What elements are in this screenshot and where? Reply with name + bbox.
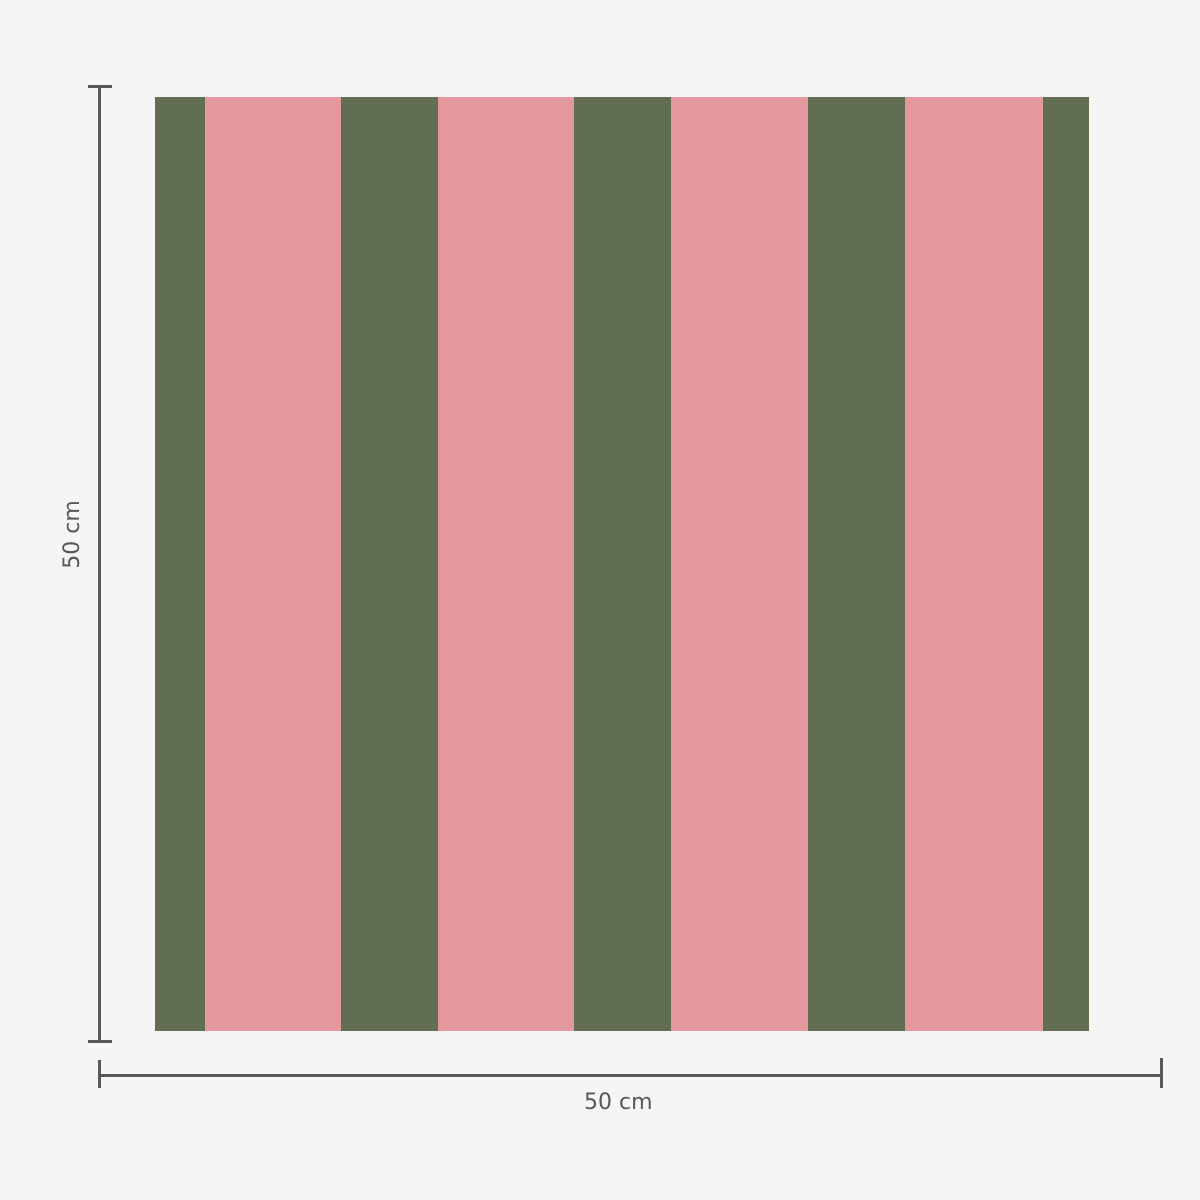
- width-dimension-tick-right: [1160, 1058, 1163, 1088]
- pink-stripe: [671, 97, 808, 1031]
- width-dimension-tick-left: [98, 1060, 101, 1088]
- height-dimension-tick-top: [88, 85, 112, 88]
- pink-stripe: [905, 97, 1043, 1031]
- green-stripe: [808, 97, 905, 1031]
- green-stripe: [341, 97, 438, 1031]
- width-dimension-line: [99, 1074, 1163, 1077]
- green-stripe: [155, 97, 205, 1031]
- pink-stripe: [438, 97, 574, 1031]
- green-stripe: [574, 97, 671, 1031]
- height-label: 50 cm: [59, 500, 85, 569]
- wallpaper-sample: [155, 97, 1089, 1031]
- height-dimension-tick-bottom: [88, 1040, 112, 1043]
- pink-stripe: [205, 97, 341, 1031]
- height-dimension-line: [98, 86, 101, 1042]
- green-stripe: [1043, 97, 1089, 1031]
- width-label: 50 cm: [584, 1090, 653, 1115]
